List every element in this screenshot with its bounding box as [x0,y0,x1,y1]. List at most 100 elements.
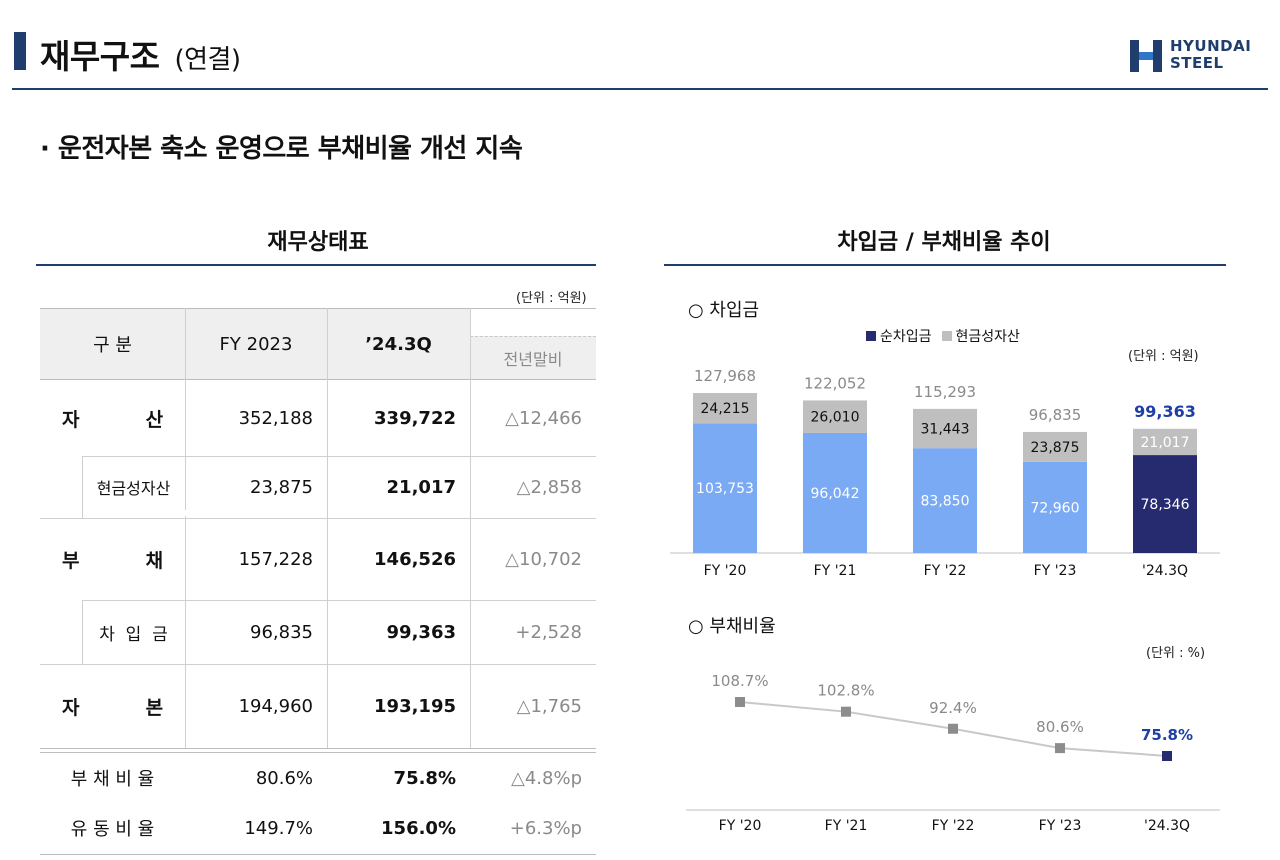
bar-category-label-1: FY '21 [814,563,857,579]
bar-net-1 [803,432,867,553]
title-accent-bar [14,32,26,70]
debt-ratio-chart-title: ○ 부채비율 [688,616,776,637]
bar-category-label-4: '24.3Q [1142,563,1188,579]
row-assets-fy2023: 352,188 [238,407,313,429]
header-diff-bg [470,336,596,380]
row-debt-ratio-q: 75.8% [393,767,456,789]
header-24-3q: ’24.3Q [365,333,432,355]
row-equity-diff: △1,765 [516,695,582,717]
row-current-ratio-diff: +6.3%p [509,817,582,839]
balance-sheet-unit: (단위 : 억원) [516,291,587,306]
logo-wordmark: HYUNDAI STEEL [1170,38,1251,72]
debt-ratio-category-2: FY '22 [932,818,975,834]
bar-net-0 [693,423,757,553]
debt-ratio-marker-0 [735,697,745,707]
col-divider-1b [185,516,186,664]
bar-total-label-2: 115,293 [914,383,976,401]
bar-category-label-0: FY '20 [704,563,747,579]
row-rule-double-a [40,748,596,749]
debt-ratio-label-4: 75.8% [1141,726,1193,744]
row-borrowings-diff: +2,528 [515,621,582,643]
legend-net-label: 순차입금 [880,329,932,345]
row-rule-3 [82,600,596,601]
borrowings-chart-unit: (단위 : 억원) [1128,349,1199,364]
title-divider [12,88,1268,90]
table-bottom-rule [40,854,596,855]
row-borrowings-label: 차 입 금 [99,624,168,645]
page-title: 재무구조 (연결) [40,30,241,78]
bar-cash-label-2: 31,443 [921,422,970,438]
bar-net-3 [1023,461,1087,553]
trend-title-rule [664,264,1226,266]
page-subtitle: (연결) [174,45,241,75]
bar-cash-4 [1133,428,1197,456]
debt-ratio-label-2: 92.4% [929,699,977,717]
row-assets-q: 339,722 [374,407,456,429]
bar-cash-label-0: 24,215 [701,401,750,417]
debt-ratio-marker-2 [948,723,958,734]
debt-ratio-marker-3 [1055,743,1065,754]
header-category: 구 분 [93,335,132,356]
table-header-rule [40,379,596,380]
debt-ratio-label-0: 108.7% [711,672,768,690]
row-debt-ratio-diff: △4.8%p [511,767,582,789]
row-rule-double-b [40,752,596,753]
logo-line-1: HYUNDAI [1170,37,1252,55]
row-current-ratio-q: 156.0% [381,817,456,839]
borrowings-stacked-bar-chart: 103,753 24,215 127,968 FY '20 96,042 26,010 12… [670,367,1220,579]
debt-ratio-chart-unit: (단위 : %) [1146,646,1206,661]
bar-total-label-4: 99,363 [1134,402,1196,421]
col-divider-1a [185,308,186,510]
legend-cash-label: 현금성자산 [955,329,1020,345]
row-cash-label: 현금성자산 [96,479,171,498]
debt-ratio-category-1: FY '21 [825,818,868,834]
borrowings-chart-title: ○ 차입금 [688,300,760,321]
row-liabilities-diff: △10,702 [505,548,582,570]
debt-ratio-category-3: FY '23 [1039,818,1082,834]
table-top-rule [40,308,596,309]
col-divider-1c [185,664,186,748]
row-debt-ratio-fy2023: 80.6% [255,767,313,789]
debt-ratio-label-1: 102.8% [817,682,874,700]
borrowings-legend: 순차입금 현금성자산 [866,326,1020,346]
col-divider-3 [470,308,471,748]
debt-ratio-marker-4 [1162,751,1172,761]
debt-ratio-label-3: 80.6% [1036,718,1084,736]
row-liabilities-q: 146,526 [374,548,456,570]
row-borrowings-fy2023: 96,835 [250,621,313,643]
debt-ratio-marker-1 [841,706,851,717]
header-fy2023: FY 2023 [219,333,293,355]
bar-net-label-0: 103,753 [696,481,754,497]
row-assets-diff: △12,466 [505,407,582,429]
bar-net-label-3: 72,960 [1031,500,1080,516]
bar-cash-3 [1023,431,1087,462]
bar-total-label-3: 96,835 [1029,406,1082,424]
bar-cash-0 [693,393,757,424]
debt-ratio-line-chart: 108.7% FY '20 102.8% FY '21 92.4% FY '22 80.6%… [686,672,1220,834]
balance-sheet-table: 구 분 FY 2023 ’24.3Q 전년말비 자 산 352,188 339,… [40,308,596,860]
row-equity-fy2023: 194,960 [238,695,313,717]
debt-ratio-category-4: '24.3Q [1144,818,1190,834]
bar-cash-label-4: 21,017 [1141,435,1190,451]
row-cash-diff: △2,858 [516,476,582,498]
balance-sheet-title: 재무상태표 [267,230,369,255]
row-liabilities-fy2023: 157,228 [238,548,313,570]
row-rule-4 [40,664,596,665]
row-cash-fy2023: 23,875 [250,476,313,498]
row-rule-1 [82,456,596,457]
headline: · 운전자본 축소 운영으로 부채비율 개선 지속 [40,134,523,164]
balance-sheet-title-rule [36,264,596,266]
legend-cash-swatch [941,331,952,341]
bar-total-label-1: 122,052 [804,374,866,392]
col-divider-2 [327,308,328,748]
logo-h-mark-icon [1130,40,1162,72]
bar-net-4 [1133,455,1197,553]
bar-net-2 [913,448,977,553]
row-equity-label: 자 본 [61,696,164,719]
row-debt-ratio-label: 부 채 비 율 [70,769,155,790]
hyundai-steel-logo: HYUNDAI STEEL [1128,38,1268,74]
debt-ratio-category-0: FY '20 [719,818,762,834]
header-diff: 전년말비 [503,350,563,369]
indent-divider-1 [82,456,83,518]
row-current-ratio-fy2023: 149.7% [244,817,313,839]
